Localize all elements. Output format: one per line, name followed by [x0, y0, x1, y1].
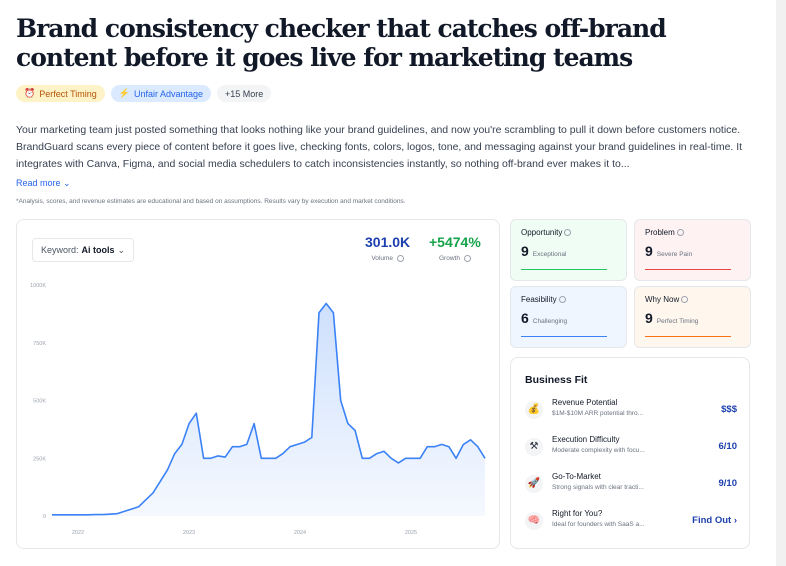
bf-row-right-for-you[interactable]: 🧠 Right for You? Ideal for founders with… — [525, 509, 737, 539]
info-icon[interactable] — [681, 296, 689, 304]
score-value: 9 — [645, 310, 653, 326]
tag-list: ⏰ Perfect Timing ⚡ Unfair Advantage +15 … — [16, 85, 272, 102]
bf-desc: Moderate complexity with focu... — [552, 447, 645, 454]
volume-value: 301.0K — [365, 234, 411, 250]
business-fit-card: Business Fit 💰 Revenue Potential $1M-$10… — [510, 357, 750, 549]
tools-icon: ⚒ — [525, 438, 543, 456]
disclaimer: *Analysis, scores, and revenue estimates… — [16, 198, 406, 205]
find-out-link[interactable]: Find Out › — [692, 515, 737, 526]
page-title: Brand consistency checker that catches o… — [16, 14, 667, 72]
x-tick-label: 2024 — [294, 530, 306, 536]
score-desc: Exceptional — [532, 251, 567, 258]
series-line — [52, 302, 486, 516]
score-label: Why Now — [645, 295, 680, 304]
description: Your marketing team just posted somethin… — [16, 124, 743, 170]
x-tick-label: 2022 — [72, 530, 84, 536]
trend-chart-card: Keyword: Ai tools ⌄ 301.0K Volume +5474%… — [16, 219, 500, 549]
bf-desc: Ideal for founders with SaaS a... — [552, 521, 645, 528]
chevron-down-icon: ⌄ — [63, 178, 71, 188]
business-fit-title: Business Fit — [525, 374, 588, 386]
score-desc: Severe Pain — [656, 251, 693, 258]
info-icon[interactable] — [558, 296, 566, 304]
bf-value: 9/10 — [718, 478, 738, 489]
info-icon[interactable] — [463, 255, 471, 262]
score-label: Opportunity — [521, 228, 563, 237]
bf-desc: $1M-$10M ARR potential thro... — [552, 410, 644, 417]
y-tick-label: 250K — [33, 456, 46, 462]
volume-metric: 301.0K Volume — [365, 234, 410, 262]
bf-name: Execution Difficulty — [552, 435, 620, 444]
bf-name: Revenue Potential — [552, 398, 618, 407]
score-label: Feasibility — [521, 295, 557, 304]
score-value: 6 — [521, 310, 529, 326]
keyword-select[interactable]: Keyword: Ai tools ⌄ — [32, 238, 135, 262]
tag-label: Perfect Timing — [39, 88, 97, 99]
x-tick-label: 2025 — [405, 530, 417, 536]
page-scrollbar[interactable] — [776, 0, 786, 566]
score-card-problem[interactable]: Problem 9 Severe Pain — [634, 219, 751, 281]
bf-name: Right for You? — [552, 509, 603, 518]
tag-more[interactable]: +15 More — [217, 85, 272, 102]
score-bar — [645, 335, 731, 337]
score-card-feasibility[interactable]: Feasibility 6 Challenging — [510, 286, 627, 348]
score-desc: Perfect Timing — [656, 318, 699, 325]
y-tick-label: 1000K — [30, 283, 46, 289]
tag-label: Unfair Advantage — [133, 88, 204, 99]
info-icon[interactable] — [564, 229, 572, 237]
trend-chart: 1000K 750K 500K 250K 0 2022 2023 2024 2025 — [30, 283, 486, 536]
bf-desc: Strong signals with clear tracti... — [552, 484, 644, 491]
score-bar — [645, 268, 731, 270]
growth-value: +5474% — [429, 234, 481, 250]
series-area — [52, 303, 485, 516]
money-bag-icon: 💰 — [525, 401, 543, 419]
tag-unfair-advantage[interactable]: ⚡ Unfair Advantage — [110, 85, 212, 102]
bf-value: $$$ — [721, 404, 737, 415]
rocket-icon: 🚀 — [525, 475, 543, 493]
score-desc: Challenging — [532, 318, 568, 325]
score-card-opportunity[interactable]: Opportunity 9 Exceptional — [510, 219, 627, 281]
volume-label: Volume — [371, 255, 394, 263]
bf-row-revenue[interactable]: 💰 Revenue Potential $1M-$10M ARR potenti… — [525, 398, 737, 428]
keyword-value: Ai tools — [81, 245, 115, 255]
growth-metric: +5474% Growth — [429, 234, 481, 262]
score-bar — [521, 268, 607, 270]
info-icon[interactable] — [676, 229, 684, 237]
score-label: Problem — [645, 228, 675, 237]
bf-row-execution[interactable]: ⚒ Execution Difficulty Moderate complexi… — [525, 435, 737, 465]
tag-label: +15 More — [225, 88, 264, 99]
lightning-icon: ⚡ — [118, 88, 130, 98]
tag-perfect-timing[interactable]: ⏰ Perfect Timing — [16, 85, 105, 102]
score-card-why-now[interactable]: Why Now 9 Perfect Timing — [634, 286, 751, 348]
bf-row-go-to-market[interactable]: 🚀 Go-To-Market Strong signals with clear… — [525, 472, 737, 502]
bf-name: Go-To-Market — [552, 472, 601, 481]
score-bar — [521, 335, 607, 337]
bf-value: 6/10 — [718, 441, 738, 452]
y-tick-label: 750K — [33, 341, 46, 347]
read-more-link[interactable]: Read more ⌄ — [16, 178, 71, 188]
score-value: 9 — [645, 243, 653, 259]
growth-label: Growth — [439, 255, 460, 263]
info-icon[interactable] — [396, 255, 404, 262]
brain-icon: 🧠 — [525, 512, 543, 530]
y-tick-label: 500K — [33, 399, 46, 405]
score-value: 9 — [521, 243, 529, 259]
x-tick-label: 2023 — [183, 530, 195, 536]
chevron-down-icon: ⌄ — [117, 244, 126, 255]
alarm-clock-icon: ⏰ — [24, 88, 36, 98]
y-tick-label: 0 — [43, 514, 46, 520]
